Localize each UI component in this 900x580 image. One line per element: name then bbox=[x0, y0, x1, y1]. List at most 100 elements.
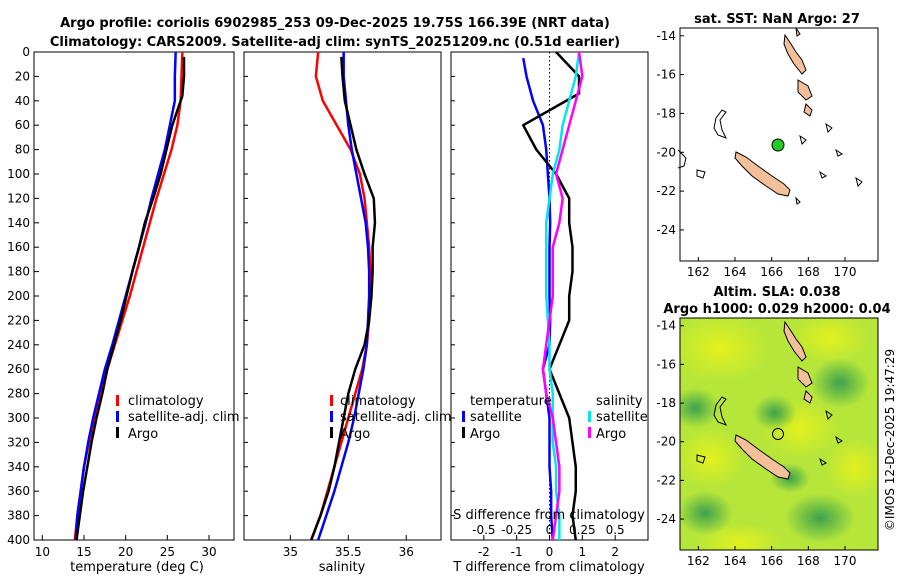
x-ticks: 35 35.5 36 bbox=[244, 51, 414, 559]
lon-tick-label: 162 bbox=[687, 265, 710, 279]
series-argo bbox=[75, 56, 186, 540]
ytick-label: 400 bbox=[7, 533, 30, 547]
panel-salinity: 35 35.5 36 salinity climatology satellite-… bbox=[243, 51, 452, 575]
xtick-label: -1 bbox=[511, 545, 523, 559]
legend-swatch-argo bbox=[330, 427, 333, 438]
islet-s bbox=[795, 196, 801, 205]
legend-swatch-t-satellite bbox=[462, 411, 465, 422]
land bbox=[677, 27, 863, 205]
map-sst: sat. SST: NaN Argo: 27 162 164 166 168 170 -1… bbox=[656, 12, 879, 279]
ytick-label: 120 bbox=[7, 191, 30, 205]
map-sla-ticks: 162 164 166 168 170 -14 -16 -18 -20 -22 -24 bbox=[656, 319, 856, 568]
x2tick-label: 0.25 bbox=[569, 523, 596, 537]
ytick-label: 160 bbox=[7, 240, 30, 254]
sla-field bbox=[680, 318, 878, 550]
map-sst-title: sat. SST: NaN Argo: 27 bbox=[694, 12, 860, 27]
legend-label-satellite: satellite-adj. clim bbox=[128, 410, 240, 425]
x2tick-label: -0.25 bbox=[501, 523, 532, 537]
islet-e1 bbox=[825, 409, 833, 420]
legend-label-satellite: satellite-adj. clim bbox=[340, 410, 452, 425]
map-sla-title-1: Altim. SLA: 0.038 bbox=[714, 285, 841, 300]
ytick-label: 40 bbox=[15, 94, 30, 108]
xtick-label: 36 bbox=[399, 545, 414, 559]
islet-e4 bbox=[819, 457, 827, 466]
islet bbox=[696, 169, 706, 179]
ytick-label: 180 bbox=[7, 265, 30, 279]
lon-tick-label: 170 bbox=[834, 265, 857, 279]
xtick-label: 25 bbox=[160, 545, 175, 559]
vanuatu-north bbox=[783, 33, 807, 75]
ytick-label: 80 bbox=[15, 143, 30, 157]
legend-head-salinity: salinity bbox=[596, 394, 643, 409]
vanuatu-north bbox=[783, 320, 807, 362]
islet-e5 bbox=[855, 176, 863, 187]
y-ticks: 0 20 40 60 80 100 120 140 160 180 200 220 240 260 280 3… bbox=[7, 45, 39, 547]
xtick-label: 35 bbox=[283, 545, 298, 559]
ytick-label: 340 bbox=[7, 460, 30, 474]
axes-temperature bbox=[33, 51, 235, 541]
vanuatu-south bbox=[803, 390, 813, 404]
map-sla-title-2: Argo h1000: 0.029 h2000: 0.04 bbox=[663, 302, 890, 317]
lon-tick-label: 168 bbox=[797, 265, 820, 279]
lat-tick-label: -22 bbox=[656, 184, 676, 198]
x-ticks: -2 -1 0 1 2 bbox=[451, 51, 619, 559]
title-line-2: Climatology: CARS2009. Satellite-adj cli… bbox=[50, 35, 620, 50]
lon-tick-label: 170 bbox=[834, 554, 857, 568]
lat-tick-label: -20 bbox=[656, 145, 676, 159]
islet-e4 bbox=[819, 170, 827, 179]
ytick-label: 0 bbox=[22, 45, 30, 59]
series-temperature-satellite bbox=[522, 57, 555, 540]
x2tick-label: 0.5 bbox=[606, 523, 625, 537]
xtick-label: 15 bbox=[76, 545, 91, 559]
vanuatu-south bbox=[803, 103, 813, 117]
new-caledonia bbox=[734, 434, 791, 480]
xlabel-temperature: temperature (deg C) bbox=[70, 560, 204, 575]
salinity-series bbox=[310, 52, 377, 540]
ytick-label: 240 bbox=[7, 338, 30, 352]
xtick-label: 35.5 bbox=[335, 545, 362, 559]
xtick-label: 1 bbox=[579, 545, 587, 559]
legend-swatch-satellite bbox=[330, 411, 333, 422]
x2tick-label: -0.5 bbox=[472, 523, 495, 537]
xtick-label: 2 bbox=[611, 545, 619, 559]
lat-tick-label: -20 bbox=[656, 435, 676, 449]
legend-label-climatology: climatology bbox=[340, 394, 416, 409]
vanuatu-mid bbox=[797, 366, 813, 388]
series-argo bbox=[310, 56, 377, 540]
land-sla bbox=[696, 320, 843, 480]
islet-north bbox=[795, 27, 801, 37]
temperature-series bbox=[73, 52, 186, 540]
legend-swatch-climatology bbox=[330, 395, 333, 406]
panel-difference: -2 -1 0 1 2 S difference from climatology -0… bbox=[450, 51, 649, 575]
reef-outline bbox=[713, 396, 728, 426]
lat-tick-label: -16 bbox=[656, 357, 676, 371]
islet bbox=[696, 454, 706, 464]
legend-label-climatology: climatology bbox=[128, 394, 204, 409]
vanuatu-mid bbox=[797, 79, 813, 101]
legend-swatch-satellite bbox=[116, 411, 119, 422]
x-ticks: 10 15 20 25 30 bbox=[35, 535, 217, 559]
xtick-label: 0 bbox=[546, 545, 554, 559]
xtick-label: -2 bbox=[478, 545, 490, 559]
lon-tick-label: 164 bbox=[724, 554, 747, 568]
map-sla-frame bbox=[679, 317, 879, 551]
series-satellite-adj-clim bbox=[316, 52, 371, 540]
legend-label-argo: Argo bbox=[128, 427, 158, 442]
x2-ticks: -0.5 -0.25 0 0.25 0.5 bbox=[472, 523, 625, 537]
imos-watermark: ©IMOS 12-Dec-2025 19:47:29 bbox=[883, 349, 897, 531]
new-caledonia bbox=[734, 151, 791, 197]
series-salinity-argo bbox=[541, 52, 584, 540]
difference-series bbox=[521, 52, 584, 540]
xlabel-difference: T difference from climatology bbox=[452, 560, 645, 575]
ytick-label: 380 bbox=[7, 509, 30, 523]
ytick-label: 60 bbox=[15, 118, 30, 132]
lat-tick-label: -24 bbox=[656, 223, 676, 237]
x2label-difference: S difference from climatology bbox=[453, 508, 645, 523]
ytick-label: 280 bbox=[7, 387, 30, 401]
legend-label-argo: Argo bbox=[340, 427, 370, 442]
legend-label-s-argo: Argo bbox=[596, 427, 626, 442]
islet-e2 bbox=[799, 134, 807, 145]
legend-swatch-argo bbox=[116, 427, 119, 438]
legend-label-s-satellite: satellite bbox=[596, 410, 648, 425]
